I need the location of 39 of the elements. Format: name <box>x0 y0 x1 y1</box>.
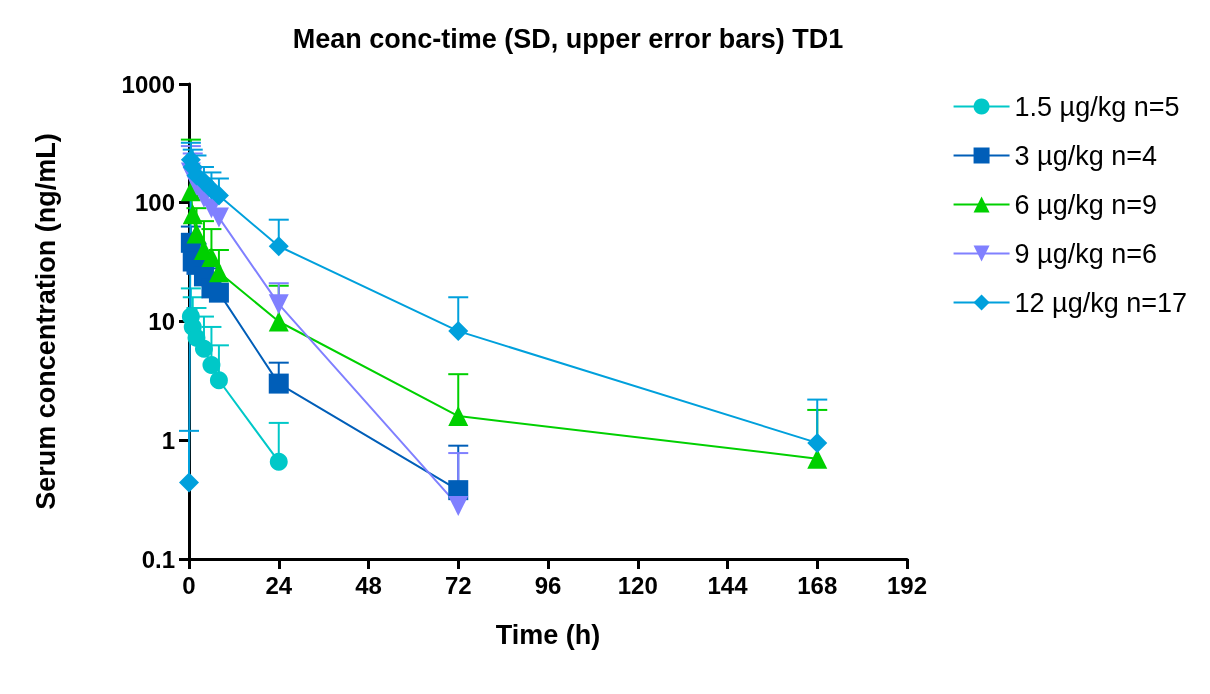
point <box>807 432 828 453</box>
point <box>201 246 222 267</box>
point <box>179 472 199 493</box>
x-tick-label: 24 <box>265 571 293 599</box>
x-tick-label: 0 <box>182 571 196 599</box>
y-tick-label: 100 <box>134 189 175 217</box>
x-tick-label: 96 <box>534 571 562 599</box>
point <box>268 294 289 315</box>
legend-label: 1.5 µg/kg n=5 <box>1014 91 1180 122</box>
y-axis-title: Serum concentration (ng/mL) <box>30 133 61 510</box>
point <box>269 452 288 471</box>
x-tick-label: 72 <box>444 571 472 599</box>
legend-label: 12 µg/kg n=17 <box>1014 287 1188 318</box>
x-axis-title: Time (h) <box>495 619 601 650</box>
x-tick-label: 120 <box>617 571 658 599</box>
chart-title: Mean conc-time (SD, upper error bars) TD1 <box>292 23 844 54</box>
point <box>448 406 469 427</box>
y-tick-label: 10 <box>148 308 175 335</box>
point <box>202 356 221 375</box>
x-tick-label: 168 <box>797 571 838 599</box>
y-tick-label: 1 <box>161 426 175 454</box>
point <box>194 339 213 358</box>
point <box>268 311 289 332</box>
point <box>182 204 203 225</box>
y-tick-label: 1000 <box>121 70 175 98</box>
point <box>268 236 289 257</box>
x-tick-label: 48 <box>355 571 382 599</box>
point <box>448 321 469 342</box>
x-tick-label: 144 <box>707 571 749 599</box>
point <box>268 373 289 394</box>
point <box>209 371 228 390</box>
point <box>208 282 229 303</box>
legend-label: 6 µg/kg n=9 <box>1014 189 1157 220</box>
point <box>208 262 229 283</box>
x-tick-label: 192 <box>886 571 928 599</box>
legend-label: 3 µg/kg n=4 <box>1014 140 1157 171</box>
legend-label: 9 µg/kg n=6 <box>1014 238 1157 269</box>
point <box>448 495 469 516</box>
y-tick-label: 0.1 <box>141 545 175 573</box>
